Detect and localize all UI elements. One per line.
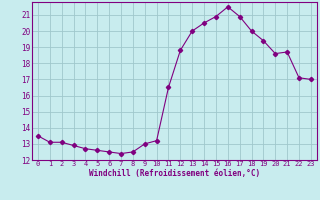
X-axis label: Windchill (Refroidissement éolien,°C): Windchill (Refroidissement éolien,°C) xyxy=(89,169,260,178)
